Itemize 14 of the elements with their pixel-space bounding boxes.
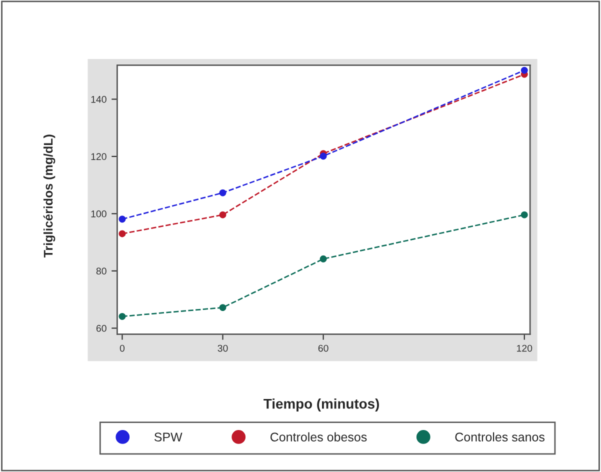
legend-label: Controles obesos bbox=[270, 432, 367, 442]
x-tick-label: 60 bbox=[318, 344, 328, 352]
y-tick-label: 140 bbox=[91, 96, 106, 103]
y-tick-label: 100 bbox=[91, 210, 106, 218]
x-tick-label: 0 bbox=[120, 344, 125, 352]
legend-label: Controles sanos bbox=[455, 432, 545, 442]
legend-label: SPW bbox=[154, 432, 182, 442]
y-tick-label: 80 bbox=[96, 268, 106, 275]
x-tick-label: 30 bbox=[218, 344, 228, 352]
y-tick-label: 60 bbox=[96, 324, 106, 332]
x-axis-title: Tiempo (minutos) bbox=[264, 398, 379, 412]
y-axis-title: Triglicéridos (mg/dL) bbox=[43, 134, 56, 258]
x-tick-label: 120 bbox=[517, 344, 532, 352]
y-tick-label: 120 bbox=[91, 153, 106, 160]
